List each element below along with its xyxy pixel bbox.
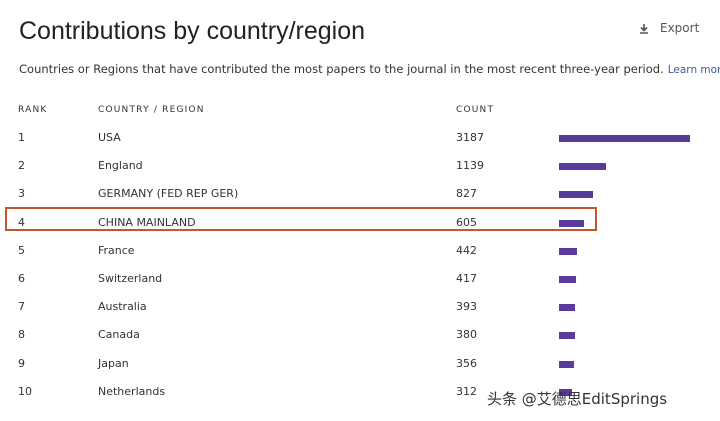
export-button[interactable]: Export — [660, 21, 700, 35]
count: 417 — [456, 272, 477, 285]
count-bar — [559, 304, 576, 312]
count: 827 — [456, 187, 477, 201]
count-bar — [559, 388, 572, 396]
rank: 1 — [18, 131, 25, 144]
rank: 2 — [18, 159, 25, 173]
count-bar — [559, 135, 690, 142]
count: 442 — [456, 243, 477, 257]
count: 356 — [456, 356, 477, 370]
country: France — [98, 243, 135, 257]
country: England — [98, 159, 143, 173]
count: 393 — [456, 300, 477, 314]
learn-more-link[interactable]: Learn more — [667, 64, 720, 76]
country: GERMANY (FED REP GER) — [98, 187, 239, 201]
rank: 5 — [18, 243, 25, 257]
country: Switzerland — [98, 272, 163, 285]
watermark: 头条 @艾德思EditSprings — [487, 390, 668, 408]
country: CHINA MAINLAND — [98, 215, 196, 229]
rank-header: RANK — [18, 105, 48, 115]
rank: 4 — [18, 215, 25, 229]
export-icon[interactable] — [638, 23, 650, 35]
count: 1139 — [456, 159, 484, 173]
rank: 7 — [18, 300, 25, 314]
count-bar — [559, 360, 574, 368]
count: 3187 — [456, 131, 484, 144]
subtitle-text: Countries or Regions that have contribut… — [19, 62, 664, 76]
count-header: COUNT — [456, 105, 495, 115]
count-bar — [559, 191, 593, 199]
country: Netherlands — [98, 384, 166, 398]
rank: 8 — [18, 328, 25, 342]
count-bar — [559, 332, 575, 340]
subtitle: Countries or Regions that have contribut… — [19, 62, 720, 76]
title: Contributions by country/region — [19, 17, 366, 45]
country: Australia — [98, 300, 147, 314]
count-bar — [559, 219, 584, 227]
count-bar — [559, 276, 577, 283]
country: Japan — [98, 356, 129, 370]
rank: 9 — [18, 356, 25, 370]
count: 312 — [456, 384, 477, 398]
rank: 3 — [18, 187, 25, 201]
country-header: COUNTRY / REGION — [98, 105, 205, 115]
highlight-box — [5, 207, 597, 231]
count: 380 — [456, 328, 477, 342]
rank: 6 — [18, 272, 25, 285]
count: 605 — [456, 215, 477, 229]
count-bar — [559, 247, 578, 255]
country: Canada — [98, 328, 140, 342]
country: USA — [98, 131, 121, 144]
rank: 10 — [18, 384, 32, 398]
count-bar — [559, 163, 606, 171]
